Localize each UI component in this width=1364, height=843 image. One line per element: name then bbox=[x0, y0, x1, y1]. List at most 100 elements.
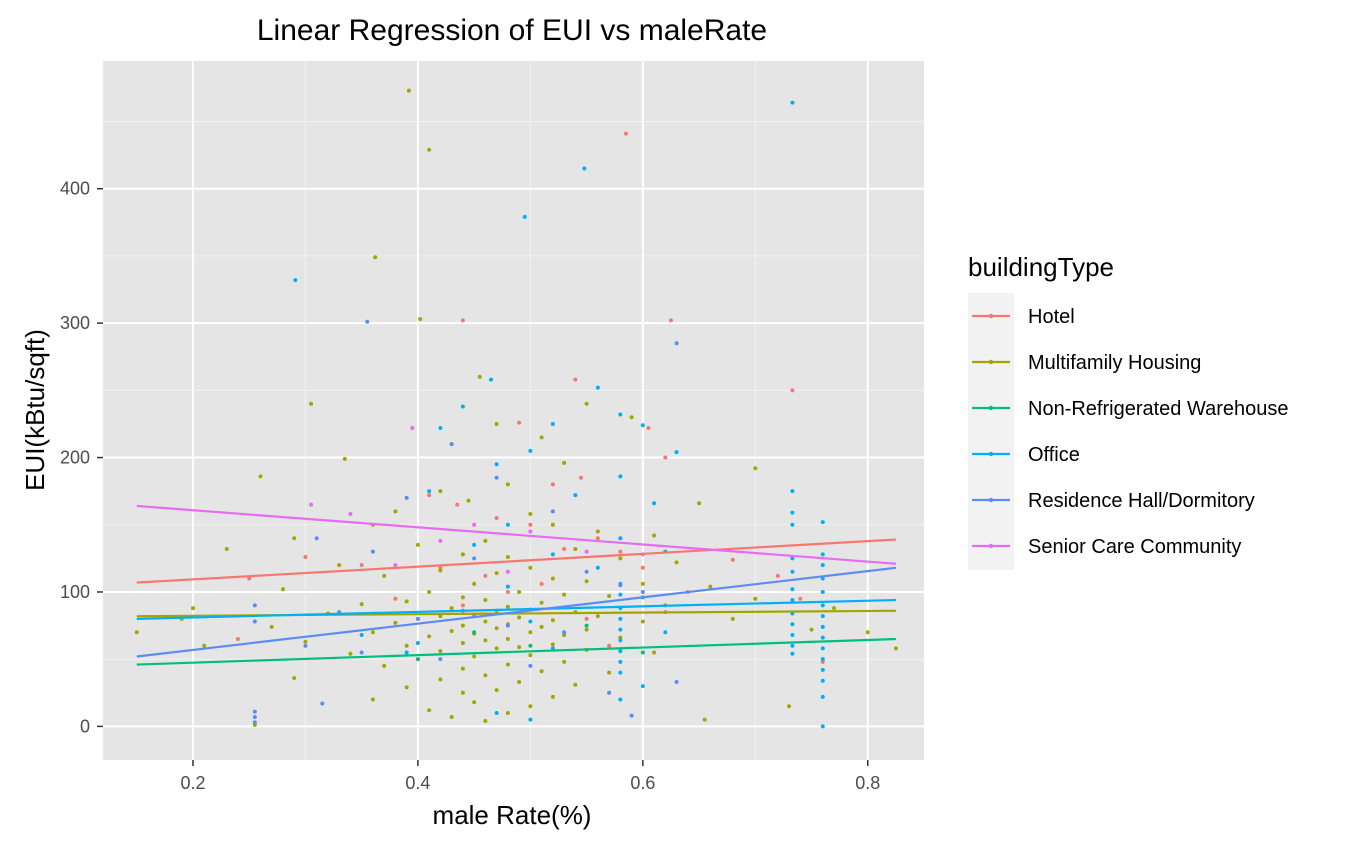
regression-line bbox=[136, 637, 896, 666]
data-point bbox=[595, 536, 600, 541]
data-point bbox=[483, 719, 488, 724]
data-point bbox=[893, 646, 898, 651]
data-point bbox=[517, 615, 522, 620]
data-point bbox=[674, 680, 679, 685]
data-point bbox=[820, 603, 825, 608]
legend-label: Non-Refrigerated Warehouse bbox=[1028, 398, 1289, 420]
data-point bbox=[404, 495, 409, 500]
data-point bbox=[640, 565, 645, 570]
data-point bbox=[652, 501, 657, 506]
data-point bbox=[790, 632, 795, 637]
regression-line bbox=[136, 566, 897, 658]
data-point bbox=[438, 425, 443, 430]
data-point bbox=[528, 448, 533, 453]
data-point bbox=[449, 442, 454, 447]
data-point bbox=[595, 385, 600, 390]
data-point bbox=[790, 489, 795, 494]
data-point bbox=[618, 649, 623, 654]
data-point bbox=[472, 522, 477, 527]
data-point bbox=[517, 645, 522, 650]
data-point bbox=[674, 450, 679, 455]
data-point bbox=[438, 568, 443, 573]
data-point bbox=[578, 475, 583, 480]
data-point bbox=[517, 589, 522, 594]
data-point bbox=[494, 571, 499, 576]
data-point bbox=[790, 651, 795, 656]
data-point bbox=[607, 643, 612, 648]
data-point bbox=[517, 680, 522, 685]
data-point bbox=[595, 565, 600, 570]
data-point bbox=[573, 546, 578, 551]
data-point bbox=[472, 542, 477, 547]
data-point bbox=[472, 581, 477, 586]
data-point bbox=[708, 584, 713, 589]
data-point bbox=[505, 522, 510, 527]
data-point bbox=[252, 619, 257, 624]
data-point bbox=[460, 623, 465, 628]
data-point bbox=[528, 653, 533, 658]
data-point bbox=[618, 592, 623, 597]
data-point bbox=[584, 569, 589, 574]
data-point bbox=[607, 690, 612, 695]
data-point bbox=[449, 606, 454, 611]
data-point bbox=[466, 498, 471, 503]
data-point bbox=[460, 552, 465, 557]
data-point bbox=[373, 255, 378, 260]
data-point bbox=[584, 623, 589, 628]
data-point bbox=[528, 663, 533, 668]
data-point bbox=[359, 563, 364, 568]
data-point bbox=[528, 619, 533, 624]
data-point bbox=[427, 634, 432, 639]
data-point bbox=[382, 663, 387, 668]
data-point bbox=[820, 635, 825, 640]
data-point bbox=[235, 637, 240, 642]
data-point bbox=[494, 462, 499, 467]
data-point bbox=[618, 627, 623, 632]
data-point bbox=[618, 412, 623, 417]
data-point bbox=[427, 489, 432, 494]
data-point bbox=[438, 538, 443, 543]
data-point bbox=[646, 425, 651, 430]
y-tick-label: 100 bbox=[60, 582, 90, 602]
data-point bbox=[292, 536, 297, 541]
data-point bbox=[820, 657, 825, 662]
data-point bbox=[790, 598, 795, 603]
data-point bbox=[483, 638, 488, 643]
data-point bbox=[539, 600, 544, 605]
data-point bbox=[820, 589, 825, 594]
data-point bbox=[618, 556, 623, 561]
data-point bbox=[455, 502, 460, 507]
legend-key-point bbox=[988, 543, 994, 549]
data-point bbox=[359, 650, 364, 655]
data-point bbox=[539, 581, 544, 586]
y-tick-label: 400 bbox=[60, 179, 90, 199]
minor-gridlines bbox=[103, 61, 924, 760]
data-point bbox=[820, 563, 825, 568]
data-point bbox=[550, 509, 555, 514]
data-point bbox=[404, 685, 409, 690]
data-point bbox=[562, 659, 567, 664]
data-point bbox=[438, 614, 443, 619]
data-point bbox=[652, 533, 657, 538]
data-point bbox=[460, 690, 465, 695]
legend-label: Multifamily Housing bbox=[1028, 352, 1201, 374]
data-point bbox=[393, 563, 398, 568]
data-point bbox=[348, 512, 353, 517]
data-point bbox=[505, 569, 510, 574]
data-point bbox=[820, 724, 825, 729]
data-point bbox=[460, 603, 465, 608]
data-point bbox=[820, 552, 825, 557]
data-point bbox=[618, 616, 623, 621]
data-point bbox=[618, 638, 623, 643]
data-point bbox=[562, 546, 567, 551]
data-point bbox=[550, 576, 555, 581]
data-point bbox=[663, 630, 668, 635]
data-point bbox=[438, 657, 443, 662]
data-point bbox=[573, 682, 578, 687]
data-point bbox=[730, 557, 735, 562]
data-point bbox=[483, 573, 488, 578]
data-point bbox=[505, 589, 510, 594]
data-point bbox=[252, 720, 257, 725]
data-point bbox=[674, 560, 679, 565]
data-point bbox=[382, 573, 387, 578]
